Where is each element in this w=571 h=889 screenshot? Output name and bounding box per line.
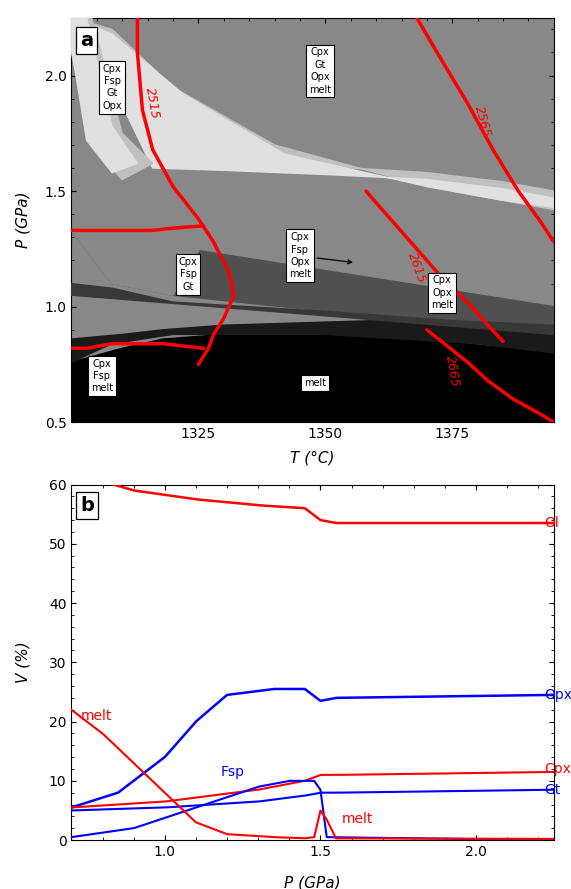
Text: 2615: 2615	[405, 250, 428, 284]
Text: Ol: Ol	[545, 516, 559, 530]
Text: Gt: Gt	[545, 782, 561, 797]
Polygon shape	[71, 18, 152, 180]
Text: V (%): V (%)	[15, 642, 31, 683]
Text: Cpx
Fsp
melt: Cpx Fsp melt	[91, 358, 113, 394]
Text: a: a	[80, 31, 93, 50]
Text: 2515: 2515	[143, 86, 162, 120]
Text: Cpx
Gt
Opx
melt: Cpx Gt Opx melt	[309, 47, 331, 94]
Polygon shape	[71, 18, 554, 210]
Text: Fsp: Fsp	[221, 765, 245, 779]
Polygon shape	[71, 334, 554, 422]
Text: Opx: Opx	[545, 688, 571, 702]
Polygon shape	[71, 230, 554, 325]
Text: Cpx
Fsp
Gt
Opx: Cpx Fsp Gt Opx	[102, 63, 122, 111]
Text: 2565: 2565	[472, 105, 493, 139]
Polygon shape	[71, 18, 554, 207]
Text: melt: melt	[304, 378, 326, 388]
Polygon shape	[71, 321, 554, 362]
Polygon shape	[71, 164, 249, 295]
Text: Cpx: Cpx	[545, 762, 571, 776]
Text: P (GPa): P (GPa)	[284, 876, 341, 889]
Text: T (°C): T (°C)	[291, 451, 335, 466]
Polygon shape	[71, 284, 554, 334]
Text: Cpx
Fsp
Opx
melt: Cpx Fsp Opx melt	[289, 232, 352, 279]
Text: b: b	[80, 496, 94, 515]
Text: melt: melt	[81, 709, 112, 723]
Text: Cpx
Opx
melt: Cpx Opx melt	[431, 276, 453, 310]
Text: melt: melt	[342, 813, 373, 827]
Text: Cpx
Fsp
Gt: Cpx Fsp Gt	[179, 257, 198, 292]
Text: 2665: 2665	[443, 355, 461, 388]
Polygon shape	[71, 18, 138, 172]
Text: P (GPa): P (GPa)	[15, 192, 31, 248]
